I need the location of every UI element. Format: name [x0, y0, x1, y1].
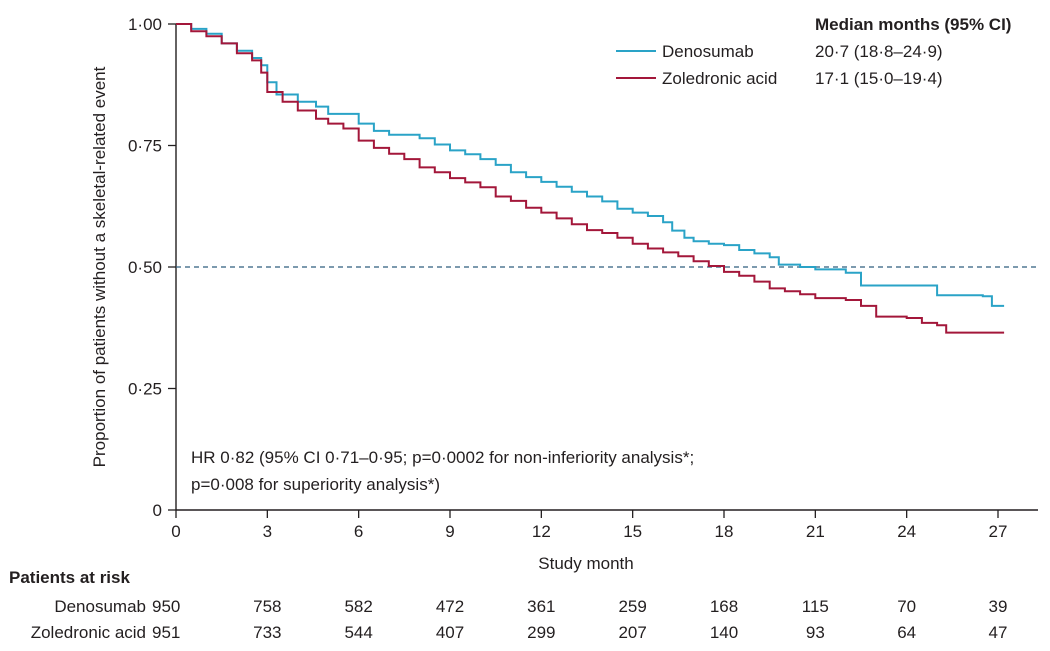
risk-count: 207	[618, 623, 646, 642]
km-curve-denosumab	[176, 23, 1005, 307]
risk-count: 950	[152, 597, 180, 616]
km-curve-zoledronic-acid	[176, 23, 1005, 334]
axes-group: 0 0·25 0·50 0·75 1·00 0 3 6 9 12 15 18 21 24 27	[128, 15, 1038, 541]
x-tick-label: 15	[623, 522, 642, 541]
risk-count: 39	[989, 597, 1008, 616]
hazard-ratio-annotation-line-1: HR 0·82 (95% CI 0·71–0·95; p=0·0002 for …	[191, 448, 694, 467]
risk-count: 758	[253, 597, 281, 616]
x-tick-label: 3	[263, 522, 272, 541]
y-tick-label: 0	[153, 501, 162, 520]
x-tick-label: 24	[897, 522, 916, 541]
legend-item-zoledronic-acid: Zoledronic acid 17·1 (15·0–19·4)	[616, 69, 943, 88]
hazard-ratio-annotation-line-2: p=0·008 for superiority analysis*)	[191, 475, 440, 494]
risk-count: 361	[527, 597, 555, 616]
x-tick-label: 18	[715, 522, 734, 541]
x-tick-label: 12	[532, 522, 551, 541]
series-group	[176, 23, 1005, 334]
x-tick-label: 6	[354, 522, 363, 541]
x-axis-label: Study month	[538, 554, 633, 573]
risk-count: 140	[710, 623, 738, 642]
risk-count: 582	[344, 597, 372, 616]
risk-count: 472	[436, 597, 464, 616]
risk-count: 733	[253, 623, 281, 642]
y-axis-label: Proportion of patients without a skeleta…	[90, 66, 109, 467]
y-tick-label: 1·00	[128, 15, 162, 34]
y-tick-label: 0·75	[128, 137, 162, 156]
legend-median-zoledronic-acid: 17·1 (15·0–19·4)	[815, 69, 943, 88]
x-tick-label: 21	[806, 522, 825, 541]
risk-count: 407	[436, 623, 464, 642]
risk-count: 259	[618, 597, 646, 616]
risk-count: 544	[344, 623, 372, 642]
legend-median-denosumab: 20·7 (18·8–24·9)	[815, 42, 943, 61]
risk-table-values: 950 758 582 472 361 259 168 115 70 39 951 733 544 407…	[152, 597, 1007, 642]
legend-label-zoledronic-acid: Zoledronic acid	[662, 69, 777, 88]
y-tick-label: 0·25	[128, 380, 162, 399]
risk-row-label-zoledronic-acid: Zoledronic acid	[31, 623, 146, 642]
risk-count: 168	[710, 597, 738, 616]
risk-count: 951	[152, 623, 180, 642]
risk-count: 70	[897, 597, 916, 616]
risk-count: 47	[989, 623, 1008, 642]
x-tick-label: 27	[989, 522, 1008, 541]
risk-table-title: Patients at risk	[9, 568, 130, 587]
legend-label-denosumab: Denosumab	[662, 42, 754, 61]
x-tick-label: 9	[445, 522, 454, 541]
risk-row-label-denosumab: Denosumab	[54, 597, 146, 616]
legend-header: Median months (95% CI)	[815, 15, 1011, 34]
y-tick-label: 0·50	[128, 258, 162, 277]
risk-count: 299	[527, 623, 555, 642]
legend-item-denosumab: Denosumab 20·7 (18·8–24·9)	[616, 42, 943, 61]
risk-count: 115	[802, 597, 829, 616]
x-tick-label: 0	[171, 522, 180, 541]
risk-count: 93	[806, 623, 825, 642]
risk-count: 64	[897, 623, 916, 642]
